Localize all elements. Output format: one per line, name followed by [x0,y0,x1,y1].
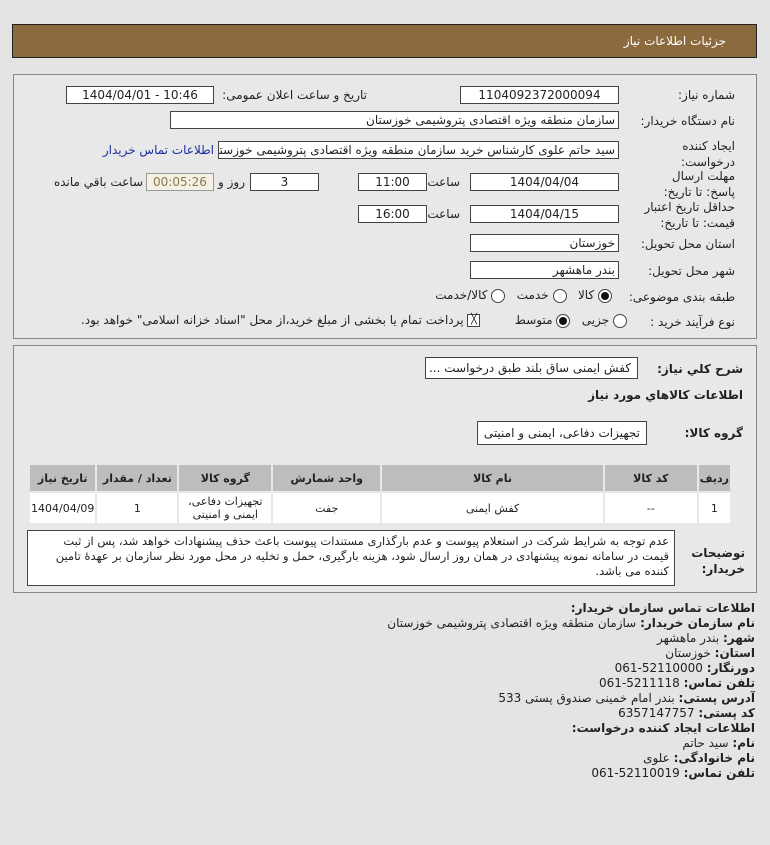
fax-value: 52110000-061 [614,661,703,675]
col-group: گروه کالا [177,463,274,493]
summary-label: شرح كلي نياز: [657,362,743,376]
need-number-label: شماره نیاز: [678,88,735,102]
goods-heading: اطلاعات كالاهاي مورد نياز [588,388,743,402]
creator-field[interactable]: سید حاتم علوی کارشناس خرید سازمان منطقه … [218,141,619,159]
process-label: نوع فرآیند خرید : [650,315,735,329]
fax-label: دورنگار: [706,661,755,675]
category-label: طبقه بندی موضوعی: [628,290,735,304]
announce-field[interactable]: 1404/04/01 - 10:46 [66,86,214,104]
process-radio-minor[interactable] [613,313,627,328]
validity-label: حداقل تاریخ اعتبار قیمت: تا تاریخ: [644,200,735,230]
cell-qty: 1 [95,491,180,525]
remaining-label: ساعت باقي مانده [53,175,143,189]
process-radio-medium[interactable] [556,313,571,328]
cell-row: 1 [696,491,733,525]
process-options: جزیی متوسط ╳ پرداخت تمام یا بخشی از مبلغ… [81,313,627,328]
address-value: بندر امام خمینی صندوق پستی 533 [498,691,675,705]
org-label: نام سازمان خریدار: [640,616,755,630]
payment-note: پرداخت تمام یا بخشی از مبلغ خرید،از محل … [80,313,464,327]
category-goods-label: کالا [577,288,595,302]
treasury-checkbox[interactable]: ╳ [467,314,481,327]
phone-value: 5211118-061 [599,676,680,690]
col-qty: تعداد / مقدار [95,463,180,493]
cell-date: 1404/04/09 [27,491,98,525]
buyer-field[interactable]: سازمان منطقه ویژه اقتصادی پتروشیمی خوزست… [170,111,619,129]
table-header: ردیف کد کالا نام کالا واحد شمارش گروه کا… [27,463,733,493]
need-number-field[interactable]: 1104092372000094 [460,86,619,104]
province-field[interactable]: خوزستان [470,234,619,252]
category-both-label: کالا/خدمت [435,288,488,302]
validity-date-field[interactable]: 1404/04/15 [470,205,619,223]
remaining-time-field: 00:05:26 [146,173,214,191]
buyer-contact-link[interactable]: اطلاعات تماس خریدار [102,143,214,157]
name-label: نام: [732,736,755,750]
col-code: کد کالا [602,463,699,493]
deadline-time-label: ساعت [427,175,460,189]
buyer-contact-section: اطلاعات تماس سازمان خریدار: نام سازمان خ… [387,601,755,781]
process-minor-label: جزیی [581,313,610,327]
deadline-date-field[interactable]: 1404/04/04 [470,173,619,191]
days-label: روز و [218,175,245,189]
summary-field: کفش ایمنی ساق بلند طبق درخواست ... [425,357,638,379]
validity-time-label: ساعت [427,207,460,221]
province-label: استان: [714,646,755,660]
group-field: تجهیزات دفاعی، ایمنی و امنیتی [477,421,647,445]
category-service-label: خدمت [516,288,549,302]
org-value: سازمان منطقه ویژه اقتصادی پتروشیمی خوزست… [387,616,637,630]
city-field[interactable]: بندر ماهشهر [470,261,619,279]
table-row: 1 -- کفش ایمنی جفت تجهیزات دفاعی، ایمنی … [27,491,733,525]
province-value: خوزستان [665,646,711,660]
col-row: ردیف [696,463,733,493]
process-medium-label: متوسط [514,313,553,327]
city-value: بندر ماهشهر [657,631,720,645]
goods-table: ردیف کد کالا نام کالا واحد شمارش گروه کا… [27,463,733,525]
creator-heading: اطلاعات ایجاد کننده درخواست: [571,721,755,735]
announce-label: تاریخ و ساعت اعلان عمومی: [222,88,367,102]
validity-time-field[interactable]: 16:00 [358,205,427,223]
family-value: علوی [643,751,670,765]
city-label: شهر: [723,631,755,645]
cell-name: کفش ایمنی [380,491,605,525]
creator-label: ایجاد کننده درخواست: [681,139,735,169]
category-radio-goods[interactable] [598,288,612,303]
address-label: آدرس پستی: [678,691,755,705]
days-field[interactable]: 3 [250,173,319,191]
deadline-label: مهلت ارسال پاسخ: تا تاریخ: [663,169,735,199]
category-options: کالا خدمت کالا/خدمت [435,288,612,303]
col-name: نام کالا [380,463,605,493]
postal-value: 6357147757 [618,706,695,720]
deadline-time-field[interactable]: 11:00 [358,173,427,191]
col-unit: واحد شمارش [271,463,383,493]
group-label: گروه کالا: [684,426,743,440]
buyer-notes: عدم توجه به شرایط شرکت در استعلام پیوست … [27,530,675,586]
notes-label: توضیحات خریدار: [691,546,745,576]
cell-code: -- [602,491,699,525]
col-date: تاریخ نیاز [27,463,98,493]
family-label: نام خانوادگی: [673,751,755,765]
category-radio-service[interactable] [552,288,567,303]
category-radio-both[interactable] [491,288,506,303]
creator-phone-value: 52110019-061 [591,766,680,780]
postal-label: کد پستی: [698,706,755,720]
phone-label: تلفن تماس: [683,676,755,690]
cell-group: تجهیزات دفاعی، ایمنی و امنیتی [177,491,274,525]
name-value: سید حاتم [682,736,729,750]
buyer-label: نام دستگاه خریدار: [640,114,736,128]
city-label: شهر محل تحویل: [648,264,735,278]
province-label: استان محل تحویل: [640,237,735,251]
cell-unit: جفت [271,491,383,525]
page-title: جزئیات اطلاعات نیاز [12,24,757,58]
contact-heading: اطلاعات تماس سازمان خریدار: [570,601,755,615]
creator-phone-label: تلفن تماس: [683,766,755,780]
